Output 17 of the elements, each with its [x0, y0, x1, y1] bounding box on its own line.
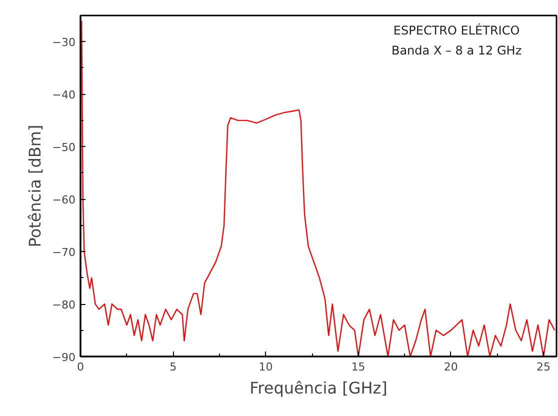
y-tick-label: −60 — [52, 194, 76, 207]
x-tick-label: 20 — [444, 360, 458, 374]
x-tick-label: 25 — [536, 360, 551, 374]
x-axis-title: Frequência [GHz] — [250, 378, 388, 398]
x-tick-label: 10 — [258, 360, 273, 374]
y-tick-label: −30 — [52, 36, 76, 50]
y-tick-label: −70 — [52, 246, 76, 260]
y-tick-label: −80 — [52, 298, 76, 312]
annotation: ESPECTRO ELÉTRICO — [393, 22, 520, 38]
x-tick-label: 15 — [351, 360, 366, 374]
y-axis-title: Potência [dBm] — [25, 124, 44, 248]
y-tick-label: −90 — [52, 351, 76, 364]
x-tick-label: 5 — [170, 360, 177, 374]
annotation: Banda X – 8 a 12 GHz — [391, 43, 522, 58]
y-tick-label: −40 — [52, 88, 76, 102]
y-tick-label: −50 — [52, 141, 76, 154]
x-tick-label: 0 — [77, 360, 84, 374]
